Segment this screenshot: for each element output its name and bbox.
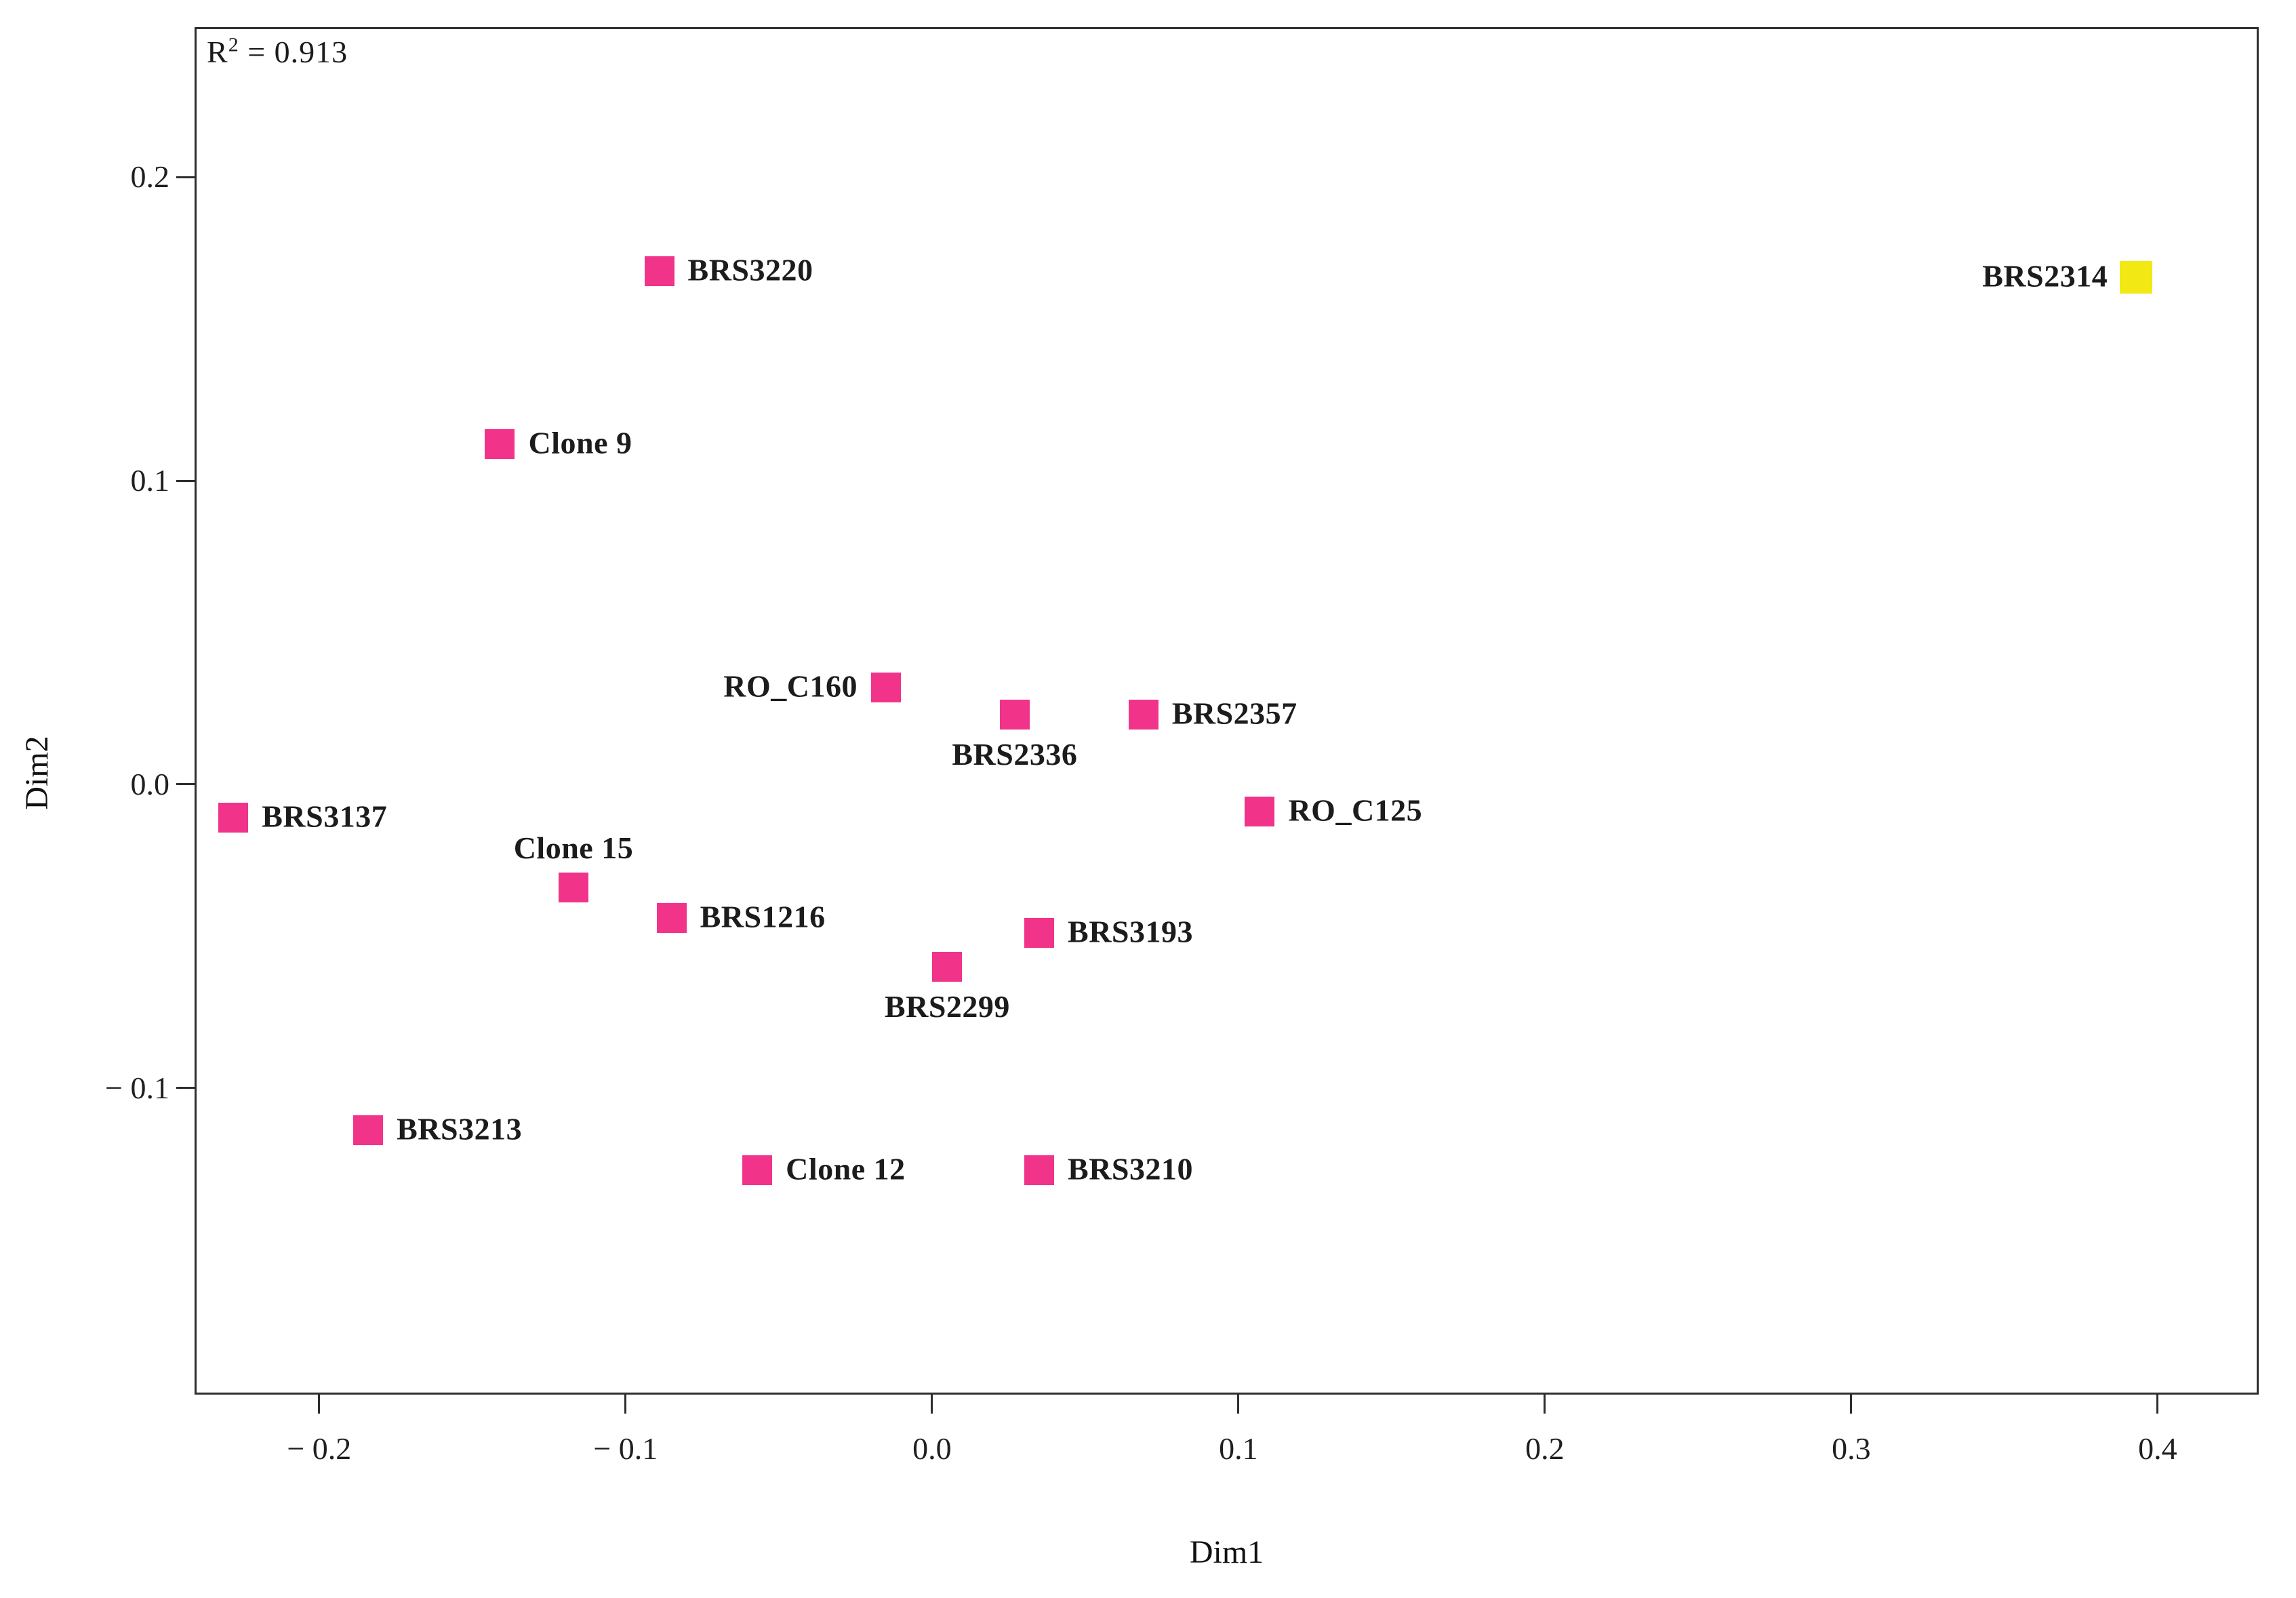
x-axis-tick (1237, 1395, 1240, 1414)
r-squared-value: = 0.913 (239, 35, 348, 69)
scatter-point-label: BRS2336 (952, 736, 1078, 772)
y-axis-tick (176, 479, 197, 482)
y-axis-tick (176, 783, 197, 786)
x-tick-label: 0.4 (2138, 1431, 2177, 1466)
scatter-point-label: BRS2357 (1171, 696, 1297, 731)
x-axis-tick (2156, 1395, 2159, 1414)
scatter-point (1024, 918, 1055, 948)
scatter-point-label: BRS3137 (262, 799, 388, 834)
scatter-point (871, 672, 901, 702)
x-tick-label: 0.2 (1525, 1431, 1565, 1466)
scatter-point-label: BRS3213 (397, 1111, 523, 1146)
y-tick-label: 0.2 (130, 159, 170, 195)
x-tick-label: − 0.2 (287, 1431, 352, 1466)
scatter-point-label: Clone 15 (513, 831, 634, 866)
scatter-point (1024, 1155, 1055, 1185)
x-tick-label: 0.3 (1832, 1431, 1871, 1466)
scatter-point (353, 1115, 384, 1146)
x-tick-label: − 0.1 (593, 1431, 658, 1466)
scatter-point-label: RO_C125 (1288, 793, 1423, 828)
scatter-point (218, 803, 249, 833)
x-tick-label: 0.1 (1219, 1431, 1258, 1466)
scatter-point (644, 256, 674, 287)
scatter-point (2120, 261, 2153, 294)
r-squared-annotation: R2 = 0.913 (207, 34, 348, 70)
plot-area (195, 27, 2259, 1395)
scatter-point (999, 699, 1030, 730)
r-squared-prefix: R (207, 35, 228, 69)
x-axis-tick (318, 1395, 321, 1414)
y-tick-label: 0.0 (130, 766, 170, 801)
r-squared-exponent: 2 (228, 33, 239, 56)
scatter-point-label: BRS3220 (687, 252, 813, 287)
scatter-point-label: BRS2299 (884, 988, 1010, 1024)
x-tick-label: 0.0 (912, 1431, 952, 1466)
y-axis-tick (176, 176, 197, 178)
scatter-point (932, 951, 963, 982)
scatter-point-label: BRS2314 (1982, 258, 2108, 294)
y-axis-tick (176, 1087, 197, 1090)
x-axis-tick (931, 1395, 933, 1414)
scatter-point (1245, 797, 1275, 827)
scatter-point-label: Clone 9 (528, 425, 632, 460)
y-axis-title: Dim2 (19, 736, 55, 810)
scatter-point-label: RO_C160 (723, 668, 858, 704)
scatter-point (742, 1155, 773, 1185)
x-axis-tick (624, 1395, 627, 1414)
y-tick-label: − 0.1 (105, 1070, 169, 1105)
x-axis-tick (1850, 1395, 1853, 1414)
x-axis-title: Dim1 (1189, 1534, 1264, 1570)
scatter-point (558, 873, 588, 903)
scatter-point (1128, 699, 1159, 730)
y-tick-label: 0.1 (130, 463, 170, 498)
scatter-point-label: BRS1216 (700, 899, 826, 934)
scatter-point (656, 902, 687, 933)
scatter-point (485, 429, 515, 460)
scatter-point-label: BRS3193 (1068, 914, 1193, 949)
scatter-point-label: BRS3210 (1068, 1151, 1193, 1186)
scatter-point-label: Clone 12 (786, 1151, 906, 1186)
x-axis-tick (1544, 1395, 1546, 1414)
